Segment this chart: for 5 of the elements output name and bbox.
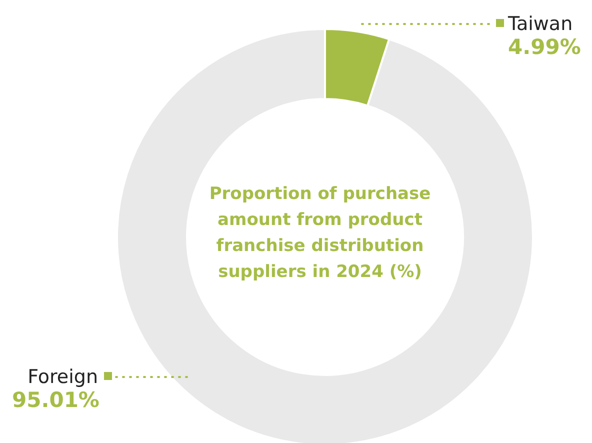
text: Proportion of purchase amount from product franchise distribution suppliers in 2024 (%) bbox=[209, 184, 431, 282]
slice-label: Foreign bbox=[28, 366, 98, 388]
data-label: 4.99% bbox=[508, 35, 581, 59]
legend-label: Taiwan bbox=[507, 13, 573, 35]
data-label: 95.01% bbox=[12, 388, 100, 412]
